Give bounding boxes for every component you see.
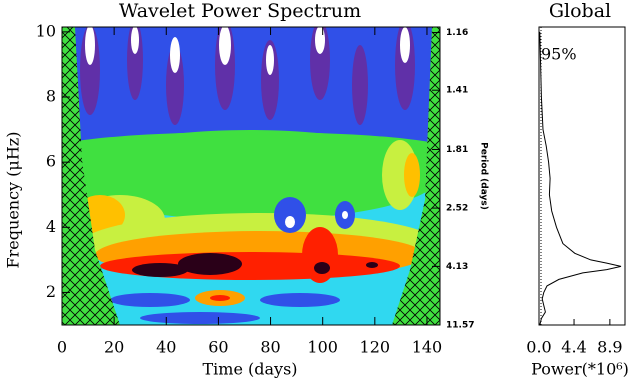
y2-tick-label: 1.81 (446, 145, 468, 155)
y-tick-label: 2 (46, 282, 56, 301)
y2-tick-label: 2.52 (446, 204, 468, 214)
x-tick-label: 4.4 (561, 338, 586, 357)
plot-frame (61, 26, 441, 326)
x-tick-label: 120 (360, 338, 391, 357)
x-tick-label: 0 (57, 338, 67, 357)
global-x-label: Power(*10⁶) (531, 360, 629, 379)
global-frame (538, 26, 626, 326)
x-tick-label: 20 (104, 338, 124, 357)
y-tick-label: 10 (36, 21, 56, 40)
global-line (539, 31, 622, 326)
y-tick-label: 6 (46, 152, 56, 171)
x-tick-label: 140 (412, 338, 443, 357)
x-axis-label: Time (days) (202, 360, 297, 379)
x-tick-label: 8.9 (597, 338, 622, 357)
x-tick-label: 60 (208, 338, 228, 357)
y2-tick-label: 1.16 (446, 28, 468, 38)
x-tick-label: 80 (260, 338, 280, 357)
y2-axis-label: Period (days) (479, 142, 489, 210)
y2-tick-label: 1.41 (446, 86, 468, 96)
y2-tick-label: 11.57 (446, 321, 474, 331)
x-tick-label: 40 (156, 338, 176, 357)
x-tick-label: 0.0 (526, 338, 551, 357)
x-tick-label: 100 (307, 338, 338, 357)
y-tick-label: 4 (46, 217, 56, 236)
contour-field (62, 27, 440, 325)
annotation: 95% (541, 45, 577, 64)
chart-title: Wavelet Power Spectrum (119, 0, 361, 22)
y-tick-label: 8 (46, 87, 56, 106)
y-axis-label: Frequency (μHz) (4, 132, 23, 269)
y2-tick-label: 4.13 (446, 262, 468, 272)
global-title: Global (549, 0, 611, 22)
